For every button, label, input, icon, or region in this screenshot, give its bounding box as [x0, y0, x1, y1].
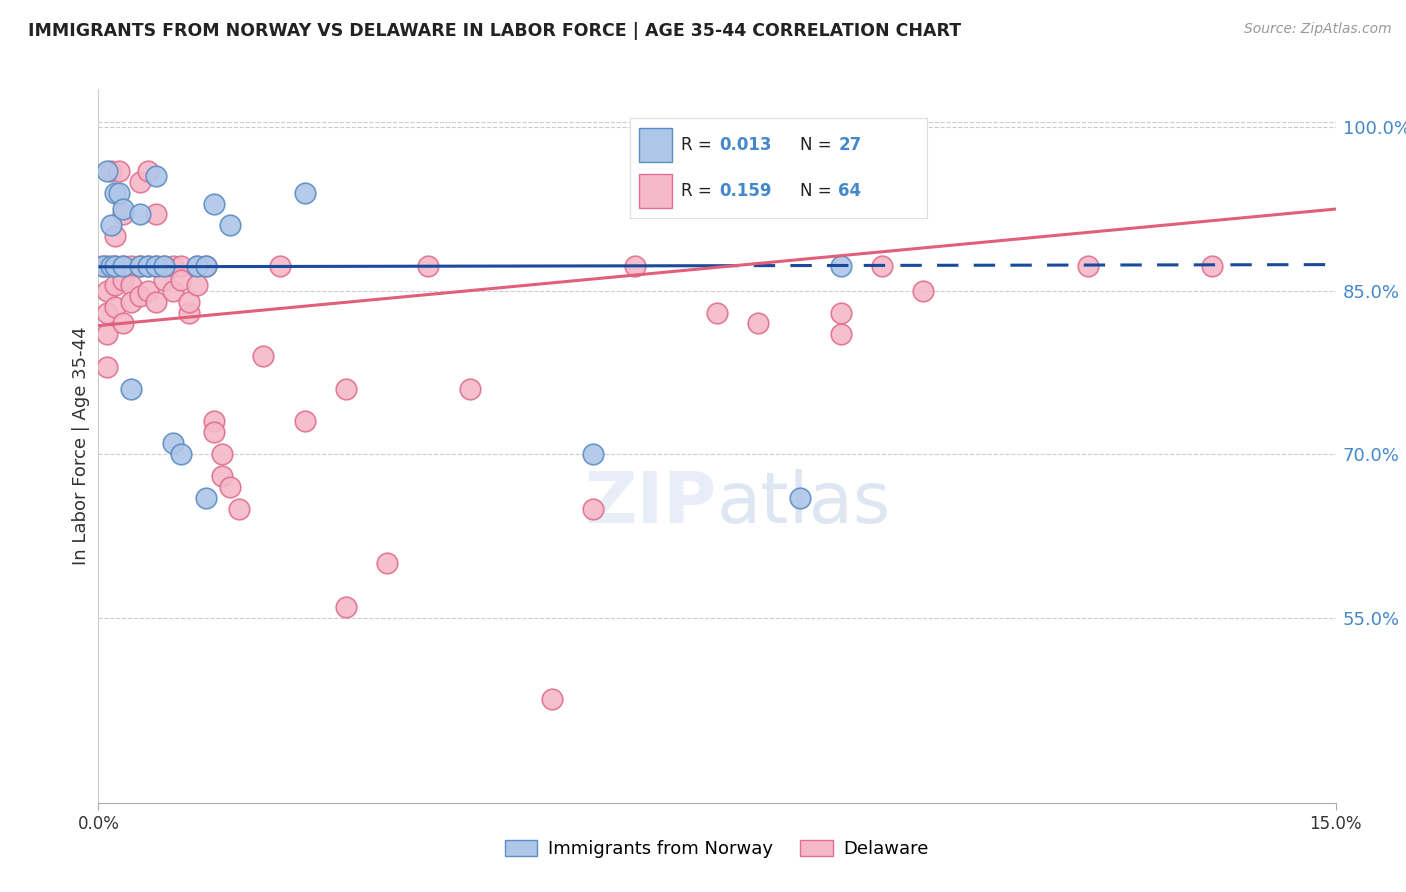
Point: [112, 259, 135, 273]
Point: [228, 501, 250, 516]
Point: [145, 259, 167, 273]
Point: [252, 349, 274, 363]
Point: [112, 202, 135, 216]
Point: [145, 169, 167, 184]
Point: [706, 305, 728, 319]
Point: [145, 294, 167, 309]
Point: [120, 278, 142, 293]
Point: [541, 692, 564, 706]
Point: [128, 259, 150, 273]
Point: [112, 259, 135, 273]
Point: [104, 259, 127, 273]
Point: [211, 447, 233, 461]
Point: [100, 219, 122, 233]
Y-axis label: In Labor Force | Age 35-44: In Labor Force | Age 35-44: [72, 326, 90, 566]
Text: ZIP: ZIP: [585, 468, 717, 538]
Point: [96, 305, 118, 319]
Point: [128, 289, 150, 303]
Point: [269, 259, 291, 273]
Point: [120, 382, 142, 396]
Point: [136, 259, 159, 273]
Point: [128, 259, 150, 273]
Point: [186, 278, 208, 293]
Point: [120, 259, 142, 273]
Point: [623, 259, 645, 273]
Point: [747, 317, 769, 331]
Point: [162, 284, 184, 298]
Point: [418, 259, 440, 273]
Point: [194, 491, 217, 505]
Point: [170, 447, 193, 461]
Point: [91, 259, 114, 273]
Point: [112, 207, 135, 221]
Point: [912, 284, 935, 298]
Point: [202, 425, 225, 440]
Point: [335, 599, 357, 614]
Point: [170, 273, 193, 287]
Point: [108, 164, 131, 178]
Point: [219, 480, 242, 494]
Point: [186, 259, 208, 273]
Point: [145, 207, 167, 221]
Point: [100, 164, 122, 178]
Point: [375, 556, 398, 570]
Point: [96, 259, 118, 273]
Point: [104, 229, 127, 244]
Point: [104, 300, 127, 314]
Point: [202, 196, 225, 211]
Point: [96, 284, 118, 298]
Point: [294, 186, 316, 200]
Point: [179, 294, 201, 309]
Point: [96, 164, 118, 178]
Point: [1201, 259, 1223, 273]
Point: [112, 273, 135, 287]
Point: [202, 415, 225, 429]
Point: [830, 305, 852, 319]
Point: [458, 382, 481, 396]
Point: [104, 259, 127, 273]
Point: [128, 207, 150, 221]
Point: [96, 327, 118, 342]
Point: [136, 259, 159, 273]
Point: [112, 317, 135, 331]
Point: [1077, 259, 1099, 273]
Point: [830, 259, 852, 273]
Point: [219, 219, 242, 233]
Point: [100, 259, 122, 273]
Point: [789, 491, 811, 505]
Point: [104, 186, 127, 200]
Point: [153, 273, 176, 287]
Point: [104, 278, 127, 293]
Point: [186, 259, 208, 273]
Point: [153, 259, 176, 273]
Point: [91, 259, 114, 273]
Point: [153, 259, 176, 273]
Point: [128, 175, 150, 189]
Point: [179, 305, 201, 319]
Text: IMMIGRANTS FROM NORWAY VS DELAWARE IN LABOR FORCE | AGE 35-44 CORRELATION CHART: IMMIGRANTS FROM NORWAY VS DELAWARE IN LA…: [28, 22, 962, 40]
Point: [170, 259, 193, 273]
Point: [108, 186, 131, 200]
Point: [96, 359, 118, 374]
Point: [582, 501, 605, 516]
Point: [136, 164, 159, 178]
Point: [211, 469, 233, 483]
Legend: Immigrants from Norway, Delaware: Immigrants from Norway, Delaware: [498, 832, 936, 865]
Point: [870, 259, 893, 273]
Point: [294, 415, 316, 429]
Text: Source: ZipAtlas.com: Source: ZipAtlas.com: [1244, 22, 1392, 37]
Point: [145, 259, 167, 273]
Point: [162, 259, 184, 273]
Point: [136, 284, 159, 298]
Point: [830, 327, 852, 342]
Point: [194, 259, 217, 273]
Point: [582, 447, 605, 461]
Point: [194, 259, 217, 273]
Text: atlas: atlas: [717, 468, 891, 538]
Point: [120, 294, 142, 309]
Point: [162, 436, 184, 450]
Point: [335, 382, 357, 396]
